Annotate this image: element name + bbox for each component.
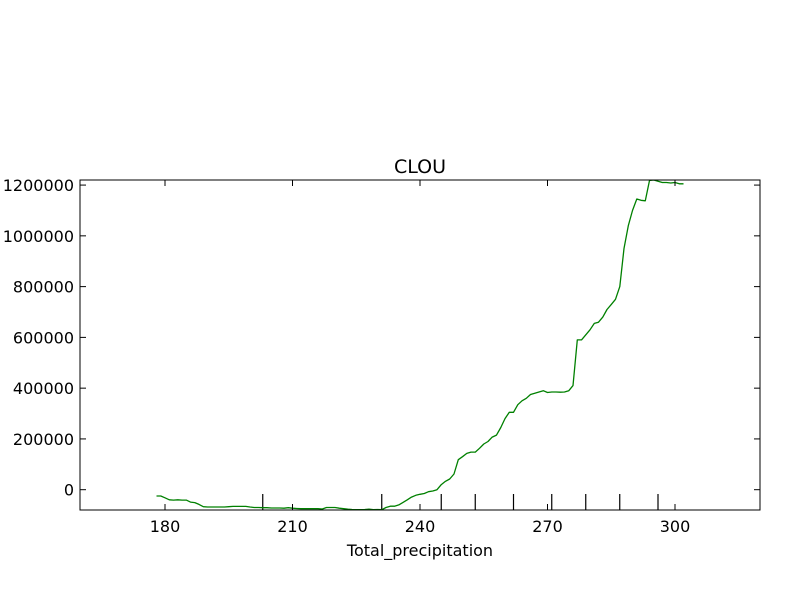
y-tick-label: 400000 [13,379,74,398]
x-tick-label: 240 [405,517,436,536]
x-tick-label: 270 [532,517,563,536]
y-tick-label: 0 [64,481,74,500]
x-tick-label: 180 [150,517,181,536]
x-tick-label: 210 [277,517,308,536]
series-line [156,180,684,510]
x-tick-label: 300 [660,517,691,536]
rug-marks [262,494,659,510]
y-tick-label: 1200000 [3,176,74,195]
y-tick-label: 600000 [13,328,74,347]
y-tick-label: 800000 [13,278,74,297]
y-tick-label: 200000 [13,430,74,449]
series-layer [156,180,684,510]
y-tick-label: 1000000 [3,227,74,246]
x-axis-label: Total_precipitation [346,541,493,561]
chart-title: CLOU [394,156,446,178]
plot-frame [79,179,761,511]
axis-ticks: 180 210 240 270 300 0 200000 400000 600000 800000… [3,176,760,536]
